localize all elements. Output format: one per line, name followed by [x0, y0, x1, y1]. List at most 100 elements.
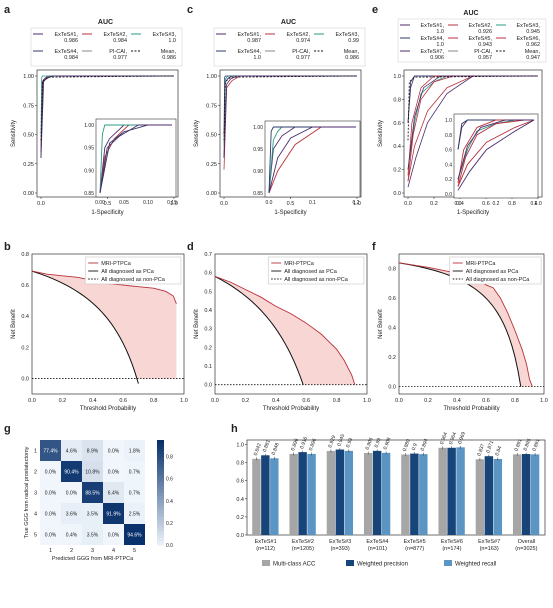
x-tick-label: 1.0 — [353, 201, 361, 207]
bar-value-label: 0.916 — [299, 436, 309, 450]
x-tick-label: 0.5 — [104, 201, 112, 207]
legend-value: 0.977 — [113, 55, 127, 61]
legend-frame — [397, 18, 547, 63]
legend-label: All diagnosed as PCa — [101, 269, 155, 275]
bar — [438, 447, 447, 535]
x-tick-label: 1.0 — [180, 398, 188, 404]
legend-label: All diagnosed as non-PCa — [101, 277, 166, 283]
heatmap-cell-label: 0.0% — [45, 512, 57, 518]
heatmap-col-label: 3 — [91, 548, 94, 554]
panel-letter-b: b — [4, 241, 11, 253]
heatmap-panel-g: 77.4% 4.6% 8.9% 0.0% 1.8% 0.0% 90.4% 10.8% 0.0% 0… — [24, 440, 173, 562]
legend-label: ExTeS#1, — [237, 32, 261, 38]
x-tick-label: 0.0 — [211, 398, 219, 404]
inset-y-tick-label: 1.00 — [84, 123, 94, 129]
heatmap-row-label: 5 — [34, 533, 37, 539]
legend-label: MRI-PTPCa — [101, 261, 132, 267]
colorbar-segment — [157, 538, 164, 542]
colorbar-segment — [157, 461, 164, 465]
inset-x-tick-label: 0.10 — [143, 200, 153, 206]
inset-y-tick-label: 0.85 — [253, 191, 263, 197]
y-tick-label: 0.00 — [23, 191, 34, 197]
roc-panel-e: AUCExTeS#1,1.0ExTeS#2,0.926ExTeS#3,0.945… — [378, 10, 547, 216]
model-line — [31, 270, 177, 304]
model-line — [214, 275, 356, 385]
roc-mean-curve — [407, 75, 539, 141]
category-count-label: (n=877) — [405, 546, 424, 552]
x-tick-label: 0.6 — [302, 398, 310, 404]
colorbar-segment — [157, 524, 164, 528]
legend-swatch — [346, 560, 354, 566]
inset-y-tick-label: 0.85 — [84, 191, 94, 197]
x-tick-label: 0.8 — [508, 201, 516, 207]
x-tick-label: 0.4 — [453, 398, 461, 404]
legend-value: 0.984 — [113, 38, 127, 44]
heatmap-cell-label: 0.0% — [66, 491, 78, 497]
x-tick-label: 0.2 — [59, 398, 67, 404]
x-tick-label: 0.4 — [89, 398, 97, 404]
bar — [289, 453, 298, 535]
bar-value-label: 0.894 — [420, 438, 430, 452]
colorbar-segment — [157, 513, 164, 518]
legend-label: All diagnosed as non-PCa — [466, 277, 531, 283]
heatmap-row-label: 3 — [34, 491, 37, 497]
bar — [521, 454, 531, 535]
y-axis-label: Sensitivity — [11, 120, 17, 147]
y-tick-label: 0.7 — [204, 252, 212, 258]
heatmap-cell — [61, 440, 82, 461]
bar-value-label: 0.964 — [448, 431, 458, 445]
heatmap-cell-label: 0.0% — [45, 491, 57, 497]
legend-label: Weighted recall — [455, 562, 496, 568]
inset-y-tick-label: 0.8 — [445, 133, 452, 139]
bar-value-label: 0.9 — [411, 442, 419, 451]
colorbar-segment — [157, 520, 164, 525]
x-tick-label: 0.6 — [482, 201, 490, 207]
bar-value-label: 0.896 — [290, 438, 300, 452]
category-label: ExTeS#6 — [441, 539, 463, 545]
heatmap-cell — [103, 503, 124, 524]
heatmap-cell — [61, 503, 82, 524]
legend-label: PI-CAI, — [109, 49, 127, 55]
heatmap-cell — [40, 503, 61, 524]
y-tick-label: 0.1 — [204, 364, 212, 370]
legend-frame — [213, 27, 366, 67]
bar — [381, 452, 391, 535]
legend-value: 1.0 — [168, 38, 176, 44]
inset-x-tick-label: 0.0 — [455, 201, 462, 207]
legend-value: 1.0 — [253, 55, 261, 61]
heatmap-cell — [103, 482, 124, 503]
inset-y-tick-label: 0.90 — [84, 168, 94, 174]
panel-letter-d: d — [187, 241, 194, 253]
colorbar-segment — [157, 464, 164, 469]
bar — [512, 454, 522, 535]
heatmap-cell — [82, 482, 103, 503]
colorbar-segment — [157, 506, 164, 511]
y-tick-label: 0.25 — [23, 162, 34, 168]
y-tick-label: 0.2 — [204, 345, 212, 351]
legend-label: ExTeS#3, — [152, 32, 176, 38]
legend-frame — [30, 27, 183, 67]
heatmap-cell — [82, 461, 103, 482]
heatmap-cell-label: 91.9% — [106, 512, 121, 518]
legend-label: All diagnosed as PCa — [466, 269, 520, 275]
bar — [447, 447, 456, 535]
legend-value: 1.0 — [436, 42, 444, 48]
legend-label: ExTeS#4, — [54, 49, 78, 55]
category-label: ExTeS#1 — [255, 539, 277, 545]
colorbar-segment — [157, 468, 164, 472]
roc-curve — [223, 75, 357, 158]
heatmap-col-label: 4 — [112, 548, 115, 554]
legend-title: AUC — [98, 19, 113, 26]
colorbar-segment — [157, 510, 164, 514]
y-tick-label: 0.6 — [388, 296, 396, 302]
heatmap-cell — [40, 524, 61, 545]
category-count-label: (n=163) — [480, 546, 499, 552]
category-count-label: (n=3025) — [515, 546, 537, 552]
category-label: ExTeS#4 — [366, 539, 388, 545]
heatmap-cell — [103, 524, 124, 545]
bar — [493, 459, 503, 535]
heatmap-cell — [124, 524, 145, 545]
roc-curve — [40, 75, 174, 153]
bar-value-label: 0.871 — [485, 440, 495, 454]
inset-y-tick-label: 0.2 — [445, 177, 452, 183]
